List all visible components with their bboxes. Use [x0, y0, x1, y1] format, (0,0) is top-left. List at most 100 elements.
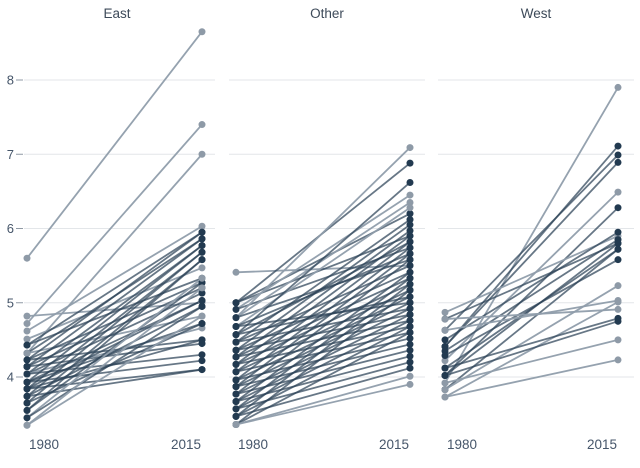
data-point-2015 [406, 352, 414, 360]
x-axis-label-2015: 2015 [587, 437, 617, 452]
data-point-1980 [441, 351, 449, 359]
data-point-2015 [406, 364, 414, 372]
data-point-1980 [441, 308, 449, 316]
data-point-1980 [232, 323, 240, 331]
data-point-2015 [198, 357, 206, 365]
slope-line [444, 284, 619, 391]
data-point-1980 [232, 346, 240, 354]
data-point-2015 [614, 158, 622, 166]
data-point-2015 [614, 356, 622, 364]
data-point-2015 [614, 298, 622, 306]
data-points [441, 83, 622, 401]
slope-line [444, 299, 619, 332]
slope-line [235, 218, 411, 343]
data-point-2015 [406, 191, 414, 199]
panel-other: Other 1980 2015 [232, 6, 414, 452]
data-point-2015 [198, 312, 206, 320]
slope-line [26, 231, 203, 361]
data-point-1980 [232, 412, 240, 420]
data-point-2015 [406, 340, 414, 348]
data-point-1980 [23, 327, 31, 335]
data-point-2015 [406, 274, 414, 282]
slope-line [235, 229, 411, 358]
y-axis-label: 7 [7, 147, 14, 162]
x-axis-label-2015: 2015 [379, 437, 409, 452]
slope-line [235, 241, 411, 373]
data-point-1980 [232, 314, 240, 322]
data-point-1980 [23, 406, 31, 414]
data-point-1980 [232, 421, 240, 429]
slope-line [444, 238, 619, 352]
slope-line [444, 359, 619, 398]
slope-line [26, 299, 203, 384]
panel-east: East 1980 2015 [23, 6, 206, 452]
slope-line [235, 247, 411, 381]
data-point-1980 [23, 341, 31, 349]
data-point-2015 [406, 250, 414, 258]
panel-title: Other [310, 6, 344, 21]
slope-line [26, 305, 203, 419]
data-point-2015 [406, 293, 414, 301]
slope-line [235, 235, 411, 304]
slope-line [235, 283, 411, 418]
slope-line [235, 253, 411, 388]
slope-line [235, 235, 411, 366]
data-point-1980 [232, 338, 240, 346]
slope-line [26, 238, 203, 368]
data-point-1980 [23, 312, 31, 320]
data-point-1980 [23, 349, 31, 357]
data-point-2015 [198, 320, 206, 328]
data-point-1980 [441, 315, 449, 323]
data-point-2015 [614, 236, 622, 244]
slope-lines [26, 31, 203, 427]
slope-line [444, 301, 619, 398]
slope-line [235, 224, 411, 351]
slope-line [235, 258, 411, 395]
slope-line [26, 258, 203, 404]
data-point-2015 [406, 232, 414, 240]
data-point-2015 [614, 245, 622, 253]
slope-line [235, 289, 411, 426]
x-axis-label-2015: 2015 [171, 437, 201, 452]
data-point-2015 [614, 336, 622, 344]
slope-line [444, 231, 619, 341]
data-point-2015 [198, 351, 206, 359]
data-point-1980 [232, 383, 240, 391]
data-point-2015 [198, 289, 206, 297]
slope-line [235, 277, 411, 410]
slope-line [444, 258, 619, 357]
data-point-2015 [198, 274, 206, 282]
data-point-1980 [23, 370, 31, 378]
data-points [232, 144, 414, 429]
data-point-2015 [406, 280, 414, 288]
data-point-2015 [614, 228, 622, 236]
slope-line [26, 244, 203, 383]
data-point-2015 [406, 244, 414, 252]
slope-line [235, 383, 411, 426]
data-point-2015 [198, 222, 206, 230]
data-point-1980 [232, 398, 240, 406]
slope-line [26, 251, 203, 390]
x-axis-label-1980: 1980 [447, 437, 477, 452]
data-point-2015 [198, 121, 206, 129]
y-axis-label: 4 [7, 370, 14, 385]
data-point-1980 [23, 385, 31, 393]
data-point-1980 [232, 376, 240, 384]
data-point-1980 [23, 335, 31, 343]
data-point-1980 [441, 357, 449, 365]
slope-line [235, 295, 411, 381]
slope-line [444, 191, 619, 362]
data-point-2015 [198, 248, 206, 256]
slope-line [444, 242, 619, 320]
data-point-1980 [441, 372, 449, 380]
slope-line [26, 123, 203, 325]
slope-line [26, 153, 203, 354]
data-point-2015 [614, 151, 622, 159]
data-point-2015 [198, 228, 206, 236]
data-point-1980 [232, 405, 240, 413]
data-point-1980 [23, 392, 31, 400]
data-point-2015 [198, 150, 206, 158]
data-point-2015 [614, 188, 622, 196]
